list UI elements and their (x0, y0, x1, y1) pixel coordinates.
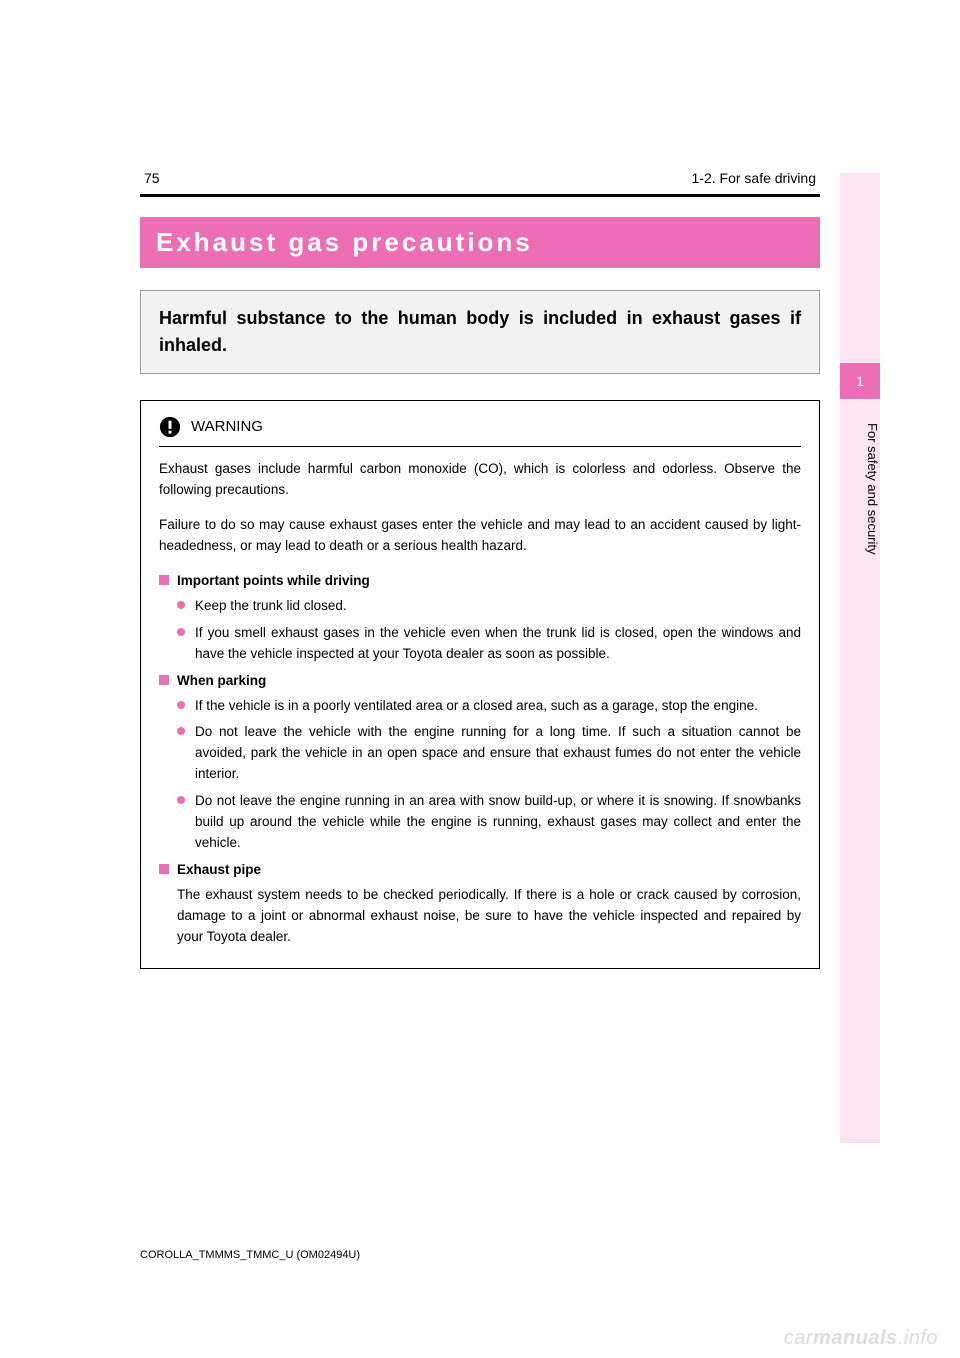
warning-bullet: Do not leave the vehicle with the engine… (177, 722, 801, 785)
warning-bullet: Keep the trunk lid closed. (177, 596, 801, 617)
header-rule (140, 194, 820, 197)
square-bullet-icon (159, 864, 169, 874)
warning-label: WARNING (191, 415, 263, 438)
watermark: carmanuals.info (784, 1327, 938, 1350)
dot-bullet-icon (177, 628, 185, 636)
square-bullet-icon (159, 575, 169, 585)
warning-bullet: Do not leave the engine running in an ar… (177, 791, 801, 854)
side-chapter-tab: 1 For safety and security (840, 173, 880, 1143)
warning-section-body: The exhaust system needs to be checked p… (177, 885, 801, 948)
warning-bullet-text: Do not leave the engine running in an ar… (195, 791, 801, 854)
footer-doc-id: COROLLA_TMMMS_TMMC_U (OM02494U) (140, 1249, 820, 1261)
warning-bullet: If the vehicle is in a poorly ventilated… (177, 696, 801, 717)
chapter-number: 1 (856, 373, 864, 389)
dot-bullet-icon (177, 796, 185, 804)
square-bullet-icon (159, 675, 169, 685)
warning-header: WARNING (159, 415, 801, 447)
dot-bullet-icon (177, 727, 185, 735)
page-content: 75 1-2. For safe driving Exhaust gas pre… (140, 170, 820, 1261)
warning-intro: Exhaust gases include harmful carbon mon… (159, 459, 801, 501)
page-header: 75 1-2. For safe driving (140, 170, 820, 194)
summary-box: Harmful substance to the human body is i… (140, 290, 820, 374)
warning-bullet-text: Keep the trunk lid closed. (195, 596, 347, 617)
warning-bullet-text: If the vehicle is in a poorly ventilated… (195, 696, 758, 717)
warning-section-title: Important points while driving (177, 571, 370, 592)
page-title: Exhaust gas precautions (140, 217, 820, 268)
warning-consequence: Failure to do so may cause exhaust gases… (159, 515, 801, 557)
watermark-part1: car (784, 1327, 813, 1349)
warning-section-title: Exhaust pipe (177, 860, 261, 881)
page-number: 75 (144, 170, 160, 186)
dot-bullet-icon (177, 601, 185, 609)
warning-section-heading: Exhaust pipe (159, 860, 801, 881)
warning-bullet-text: If you smell exhaust gases in the vehicl… (195, 623, 801, 665)
watermark-part3: .info (898, 1327, 938, 1349)
watermark-part2: manuals (813, 1327, 898, 1349)
side-tab-label: For safety and security (840, 423, 880, 555)
warning-bullet: If you smell exhaust gases in the vehicl… (177, 623, 801, 665)
warning-icon (159, 416, 181, 438)
warning-bullet-text: Do not leave the vehicle with the engine… (195, 722, 801, 785)
header-section-path: 1-2. For safe driving (692, 170, 817, 186)
chapter-number-badge: 1 (840, 363, 880, 399)
warning-section-heading: Important points while driving (159, 571, 801, 592)
dot-bullet-icon (177, 701, 185, 709)
warning-box: WARNING Exhaust gases include harmful ca… (140, 400, 820, 969)
warning-section-title: When parking (177, 671, 266, 692)
warning-section-heading: When parking (159, 671, 801, 692)
